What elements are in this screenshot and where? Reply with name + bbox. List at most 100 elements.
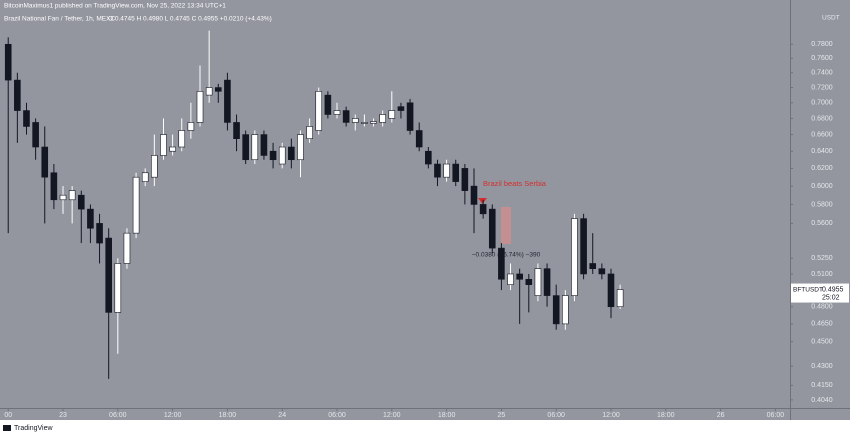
x-tick-label: 18:00 [219, 412, 237, 419]
symbol-label: BFTUSDT [793, 286, 823, 293]
measure-box [501, 207, 511, 244]
candle-body [388, 110, 396, 119]
candle-body [342, 110, 350, 123]
x-tick-label: 06:00 [547, 412, 565, 419]
candle-body [452, 163, 460, 182]
y-tick-label: 0.6600 [811, 131, 833, 138]
candle-body [151, 155, 158, 178]
candle-body [415, 130, 423, 148]
y-tick-label: 0.5100 [811, 271, 833, 278]
last-price-label: 0.4955 [822, 286, 844, 293]
candle-body [589, 263, 597, 269]
y-tick-label: 0.4500 [811, 338, 833, 345]
candle-body [187, 122, 195, 131]
candle-body [96, 223, 103, 244]
y-tick-label: 0.7600 [811, 55, 833, 62]
candle-body [214, 87, 222, 92]
candle-body [470, 185, 478, 205]
y-tick-label: 0.4300 [811, 363, 833, 370]
candle-body [333, 110, 341, 115]
x-tick-label: 06:00 [767, 412, 785, 419]
candle-body [598, 268, 606, 275]
measure-label: −0.0380 (−6.74%) −390 [472, 252, 541, 259]
candle-body [68, 190, 76, 201]
x-tick-label: 18:00 [657, 412, 675, 419]
candle-body [507, 273, 514, 285]
candle-body [251, 134, 259, 161]
candle-body [23, 110, 30, 127]
candle-body [123, 232, 131, 264]
candle-body [315, 91, 323, 131]
x-tick-label: 00 [4, 412, 12, 419]
candle-body [41, 146, 49, 178]
candle-body [141, 172, 149, 182]
y-tick-label: 0.5250 [811, 255, 833, 262]
candle-body [571, 218, 578, 296]
candle-body [543, 268, 551, 296]
y-tick-label: 0.7400 [811, 70, 833, 77]
candle-body [59, 194, 67, 201]
candle-body [562, 295, 569, 325]
candle-body [132, 176, 140, 234]
x-tick-label: 24 [278, 412, 286, 419]
ohlc-legend: O 0.4745 H 0.4980 L 0.4745 C 0.4955 +0.0… [108, 16, 272, 23]
y-tick-label: 0.5600 [811, 220, 833, 227]
x-tick-label: 12:00 [383, 412, 401, 419]
candle-body [406, 102, 414, 131]
last-price-box [791, 283, 849, 303]
x-tick-label: 12:00 [164, 412, 182, 419]
annotation-marker [478, 198, 487, 204]
candle-body [242, 134, 249, 161]
candle-body [516, 273, 523, 280]
publisher-line: BitcoinMaximus1 published on TradingView… [4, 3, 226, 10]
candle-body [479, 204, 487, 215]
candle-body [114, 263, 122, 313]
candle-body [361, 122, 368, 124]
candle-body [160, 134, 167, 156]
candle-body [534, 268, 542, 296]
candle-body [425, 150, 432, 165]
candle-body [370, 121, 377, 124]
x-tick-label: 18:00 [438, 412, 456, 419]
chart-title: Brazil National Fan / Tether, 1h, MEXC [4, 16, 115, 23]
candle-body [4, 43, 12, 81]
x-tick-label: 25 [498, 412, 506, 419]
y-tick-label: 0.7000 [811, 100, 833, 107]
candle-body [77, 194, 85, 210]
candle-body [552, 295, 560, 325]
candle-body [278, 146, 286, 165]
y-tick-label: 0.7800 [811, 41, 833, 48]
candle-body [50, 172, 58, 201]
x-tick-label: 26 [717, 412, 725, 419]
y-tick-label: 0.6000 [811, 183, 833, 190]
candle-body [196, 91, 204, 123]
candle-body [260, 134, 268, 156]
y-tick-label: 0.4040 [811, 397, 833, 404]
candle-body [224, 79, 231, 123]
x-tick-label: 12:00 [602, 412, 620, 419]
candle-body [324, 94, 332, 115]
y-tick-label: 0.5800 [811, 201, 833, 208]
candle-body [14, 79, 21, 111]
footer-brand: TradingView [14, 425, 53, 432]
candle-body [616, 289, 624, 308]
logo-icon [3, 425, 11, 431]
annotation: Brazil beats Serbia [483, 179, 547, 188]
candle-body [443, 163, 450, 178]
y-tick-label: 0.6400 [811, 148, 833, 155]
candle-body [488, 208, 496, 249]
background [0, 0, 850, 420]
footer-bar [0, 420, 850, 437]
y-tick-label: 0.4650 [811, 321, 833, 328]
candle-body [397, 106, 405, 111]
x-tick-label: 06:00 [328, 412, 346, 419]
y-tick-label: 0.4800 [811, 304, 833, 311]
candle-body [87, 208, 94, 229]
candle-body [306, 126, 313, 139]
candle-body [351, 118, 359, 123]
candle-body [205, 87, 213, 96]
y-tick-label: 0.7200 [811, 84, 833, 91]
y-tick-label: 0.4150 [811, 382, 833, 389]
x-tick-label: 06:00 [109, 412, 127, 419]
